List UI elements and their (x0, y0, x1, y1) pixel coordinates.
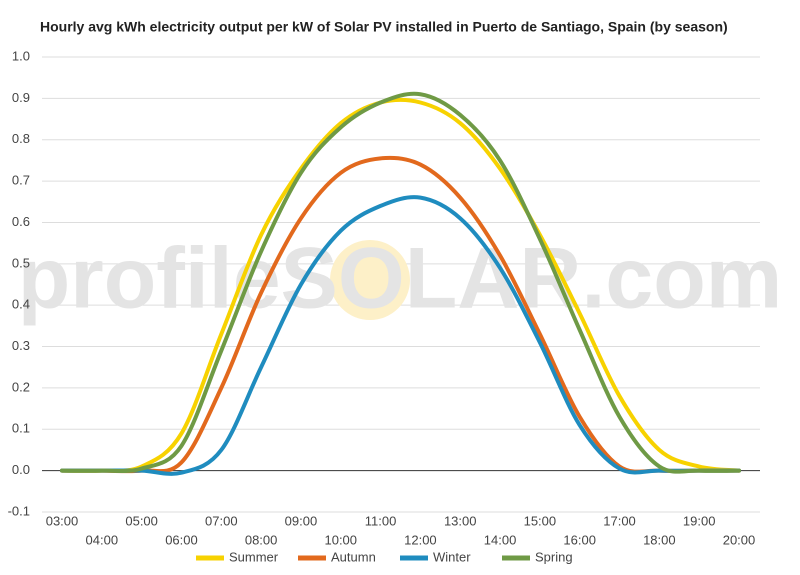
x-tick-label: 13:00 (444, 513, 477, 528)
x-tick-label: 05:00 (125, 513, 158, 528)
x-tick-label: 16:00 (563, 532, 596, 547)
chart-title: Hourly avg kWh electricity output per kW… (40, 19, 728, 35)
x-tick-label: 15:00 (524, 513, 557, 528)
y-tick-label: 0.9 (12, 90, 30, 105)
y-tick-label: 0.0 (12, 462, 30, 477)
x-tick-label: 09:00 (285, 513, 318, 528)
y-tick-label: 1.0 (12, 48, 30, 63)
series-line (60, 97, 741, 473)
x-tick-label: 07:00 (205, 513, 238, 528)
x-tick-label: 11:00 (365, 513, 397, 528)
y-tick-label: 0.4 (12, 297, 30, 312)
x-tick-label: 19:00 (683, 513, 716, 528)
x-tick-label: 03:00 (46, 513, 79, 528)
x-tick-label: 20:00 (723, 532, 756, 547)
x-tick-label: 08:00 (245, 532, 278, 547)
x-tick-label: 10:00 (324, 532, 357, 547)
x-tick-label: 06:00 (165, 532, 198, 547)
legend-label: Spring (535, 549, 573, 564)
y-tick-label: 0.7 (12, 173, 30, 188)
legend-label: Summer (229, 549, 279, 564)
legend-label: Autumn (331, 549, 376, 564)
legend-label: Winter (433, 549, 471, 564)
x-tick-label: 04:00 (86, 532, 119, 547)
y-tick-label: 0.8 (12, 131, 30, 146)
x-tick-label: 12:00 (404, 532, 437, 547)
y-tick-label: 0.1 (12, 421, 30, 436)
y-tick-label: 0.2 (12, 379, 30, 394)
y-tick-label: 0.3 (12, 338, 30, 353)
x-tick-label: 17:00 (603, 513, 636, 528)
watermark-sun (330, 240, 410, 320)
y-tick-label: -0.1 (8, 503, 30, 518)
x-tick-label: 14:00 (484, 532, 517, 547)
x-tick-label: 18:00 (643, 532, 676, 547)
series-line (60, 195, 741, 476)
y-tick-label: 0.5 (12, 255, 30, 270)
y-tick-label: 0.6 (12, 214, 30, 229)
watermark: profileSOLAR.com (18, 231, 783, 327)
series-line (60, 91, 741, 474)
